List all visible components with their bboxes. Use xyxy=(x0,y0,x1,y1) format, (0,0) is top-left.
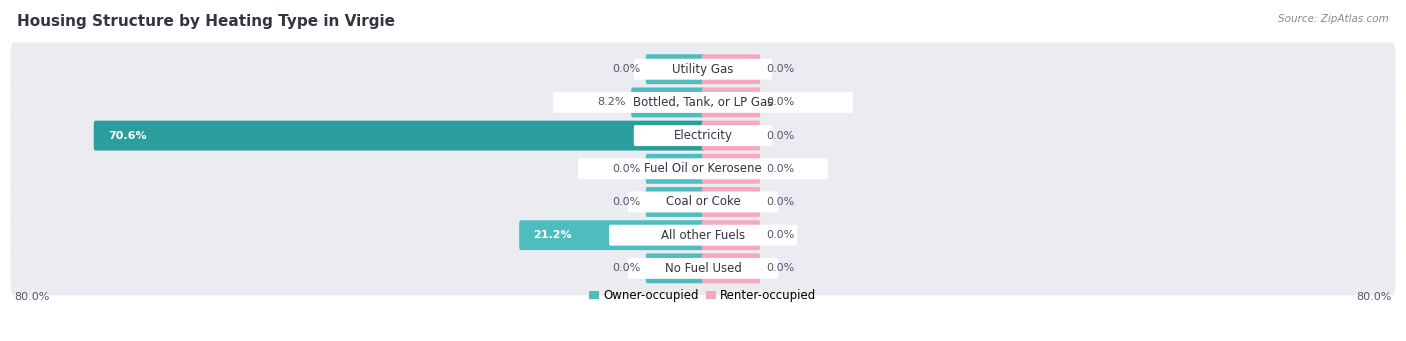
FancyBboxPatch shape xyxy=(702,88,761,117)
Text: 70.6%: 70.6% xyxy=(108,131,146,140)
FancyBboxPatch shape xyxy=(11,42,1395,96)
FancyBboxPatch shape xyxy=(634,59,772,80)
FancyBboxPatch shape xyxy=(702,187,761,217)
Text: 0.0%: 0.0% xyxy=(766,230,794,240)
Text: Electricity: Electricity xyxy=(673,129,733,142)
Text: Fuel Oil or Kerosene: Fuel Oil or Kerosene xyxy=(644,162,762,175)
FancyBboxPatch shape xyxy=(645,253,704,283)
Text: 0.0%: 0.0% xyxy=(766,197,794,207)
FancyBboxPatch shape xyxy=(631,88,704,117)
Text: 0.0%: 0.0% xyxy=(612,64,640,74)
FancyBboxPatch shape xyxy=(553,92,853,113)
FancyBboxPatch shape xyxy=(11,208,1395,262)
FancyBboxPatch shape xyxy=(627,258,779,279)
FancyBboxPatch shape xyxy=(11,175,1395,229)
FancyBboxPatch shape xyxy=(634,125,772,146)
Text: 0.0%: 0.0% xyxy=(612,263,640,273)
FancyBboxPatch shape xyxy=(645,187,704,217)
Text: 80.0%: 80.0% xyxy=(1357,292,1392,302)
FancyBboxPatch shape xyxy=(645,154,704,184)
FancyBboxPatch shape xyxy=(702,54,761,84)
Text: All other Fuels: All other Fuels xyxy=(661,229,745,242)
FancyBboxPatch shape xyxy=(11,109,1395,163)
Text: 21.2%: 21.2% xyxy=(533,230,572,240)
Text: 80.0%: 80.0% xyxy=(14,292,49,302)
Text: 0.0%: 0.0% xyxy=(766,263,794,273)
FancyBboxPatch shape xyxy=(11,142,1395,196)
Legend: Owner-occupied, Renter-occupied: Owner-occupied, Renter-occupied xyxy=(589,289,817,302)
Text: 0.0%: 0.0% xyxy=(612,197,640,207)
Text: Utility Gas: Utility Gas xyxy=(672,63,734,76)
FancyBboxPatch shape xyxy=(645,54,704,84)
FancyBboxPatch shape xyxy=(94,121,704,150)
Text: 8.2%: 8.2% xyxy=(598,98,626,107)
FancyBboxPatch shape xyxy=(627,192,779,212)
FancyBboxPatch shape xyxy=(702,154,761,184)
FancyBboxPatch shape xyxy=(11,75,1395,129)
FancyBboxPatch shape xyxy=(609,225,797,246)
FancyBboxPatch shape xyxy=(519,220,704,250)
Text: Bottled, Tank, or LP Gas: Bottled, Tank, or LP Gas xyxy=(633,96,773,109)
Text: 0.0%: 0.0% xyxy=(766,64,794,74)
Text: No Fuel Used: No Fuel Used xyxy=(665,262,741,275)
Text: 0.0%: 0.0% xyxy=(766,164,794,174)
FancyBboxPatch shape xyxy=(702,220,761,250)
FancyBboxPatch shape xyxy=(578,158,828,179)
Text: Housing Structure by Heating Type in Virgie: Housing Structure by Heating Type in Vir… xyxy=(17,14,395,29)
Text: 0.0%: 0.0% xyxy=(766,131,794,140)
Text: 0.0%: 0.0% xyxy=(766,98,794,107)
Text: 0.0%: 0.0% xyxy=(612,164,640,174)
Text: Coal or Coke: Coal or Coke xyxy=(665,195,741,208)
FancyBboxPatch shape xyxy=(11,241,1395,295)
FancyBboxPatch shape xyxy=(702,121,761,150)
FancyBboxPatch shape xyxy=(702,253,761,283)
Text: Source: ZipAtlas.com: Source: ZipAtlas.com xyxy=(1278,14,1389,24)
